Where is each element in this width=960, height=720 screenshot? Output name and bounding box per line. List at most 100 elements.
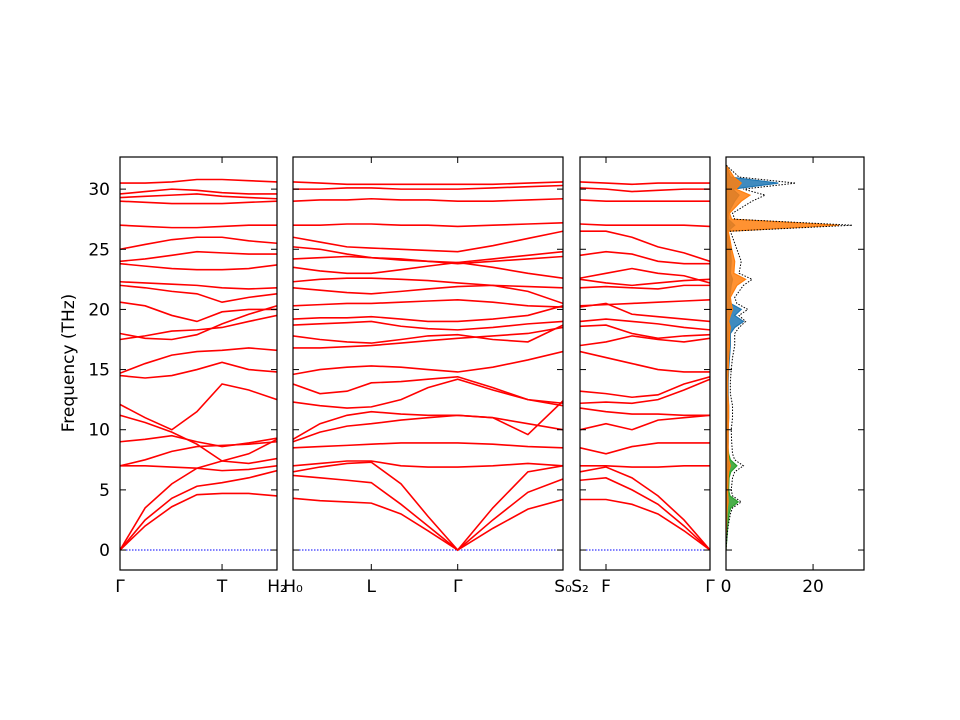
band [120, 284, 277, 304]
band [580, 187, 710, 193]
band [293, 460, 563, 468]
y-axis-label: Frequency (THz) [59, 294, 79, 433]
band [120, 224, 277, 229]
band [293, 324, 563, 344]
band [580, 267, 710, 284]
band [293, 181, 563, 186]
band [580, 414, 710, 431]
band [120, 414, 277, 465]
band [120, 347, 277, 374]
band [120, 178, 277, 184]
y-tick-label: 10 [88, 421, 110, 441]
plot-area [580, 181, 710, 551]
band [580, 324, 710, 340]
band [120, 236, 277, 251]
band [293, 461, 563, 552]
band [293, 230, 563, 253]
band [293, 246, 563, 264]
band [580, 181, 710, 186]
band [580, 318, 710, 331]
band [120, 262, 277, 271]
band [120, 440, 277, 467]
band [580, 230, 710, 263]
band [580, 335, 710, 347]
x-tick-label: H₂ [267, 577, 287, 597]
band [120, 465, 277, 472]
x-tick-label: L [367, 577, 377, 597]
band [120, 305, 277, 341]
x-tick-label: Γ [705, 577, 715, 597]
band [293, 442, 563, 449]
band [580, 278, 710, 287]
x-tick-label: Γ [453, 577, 463, 597]
x-tick-label: 0 [721, 577, 732, 597]
y-tick-label: 20 [88, 300, 110, 320]
band [120, 383, 277, 431]
band [580, 199, 710, 202]
band [293, 261, 563, 279]
x-tick-label: F [601, 577, 611, 597]
x-tick-label: Γ [115, 577, 125, 597]
y-tick-label: 5 [99, 481, 110, 501]
band [120, 434, 277, 448]
band [120, 280, 277, 290]
y-tick-label: 30 [88, 180, 110, 200]
band [293, 255, 563, 265]
x-tick-label: S₂ [571, 577, 589, 597]
y-tick-label: 0 [99, 541, 110, 561]
band [120, 188, 277, 195]
frame [292, 156, 564, 571]
band [293, 474, 563, 552]
band [293, 184, 563, 190]
band [120, 361, 277, 379]
frame [579, 156, 711, 571]
frame [119, 156, 278, 571]
band [120, 250, 277, 263]
band [580, 302, 710, 323]
x-tick-label: T [216, 577, 228, 597]
band [580, 376, 710, 399]
x-tick-label: H₀ [283, 577, 303, 597]
band [580, 284, 710, 290]
band [580, 498, 710, 551]
band [293, 298, 563, 308]
plot-area [120, 178, 277, 551]
band [293, 320, 563, 331]
band [580, 299, 710, 307]
band [580, 223, 710, 228]
dos-line [726, 164, 853, 551]
x-tick-label: 20 [802, 577, 824, 597]
band [293, 305, 563, 323]
band [580, 407, 710, 417]
dos-area [726, 165, 840, 551]
band [580, 250, 710, 265]
frame [725, 156, 865, 571]
band [293, 284, 563, 295]
band [580, 442, 710, 455]
band [580, 466, 710, 551]
y-tick-label: 25 [88, 240, 110, 260]
x-tick-label: S₀ [554, 577, 572, 597]
band [120, 200, 277, 205]
band [293, 277, 563, 305]
band [120, 301, 277, 323]
plot-area [293, 181, 563, 552]
band [580, 477, 710, 551]
band [580, 350, 710, 373]
band [293, 197, 563, 202]
band [293, 378, 563, 409]
band [120, 469, 277, 551]
band [293, 350, 563, 376]
band [120, 193, 277, 200]
y-tick-label: 15 [88, 361, 110, 381]
band [580, 378, 710, 405]
band [120, 492, 277, 551]
band [293, 326, 563, 349]
band [293, 375, 563, 405]
band [120, 314, 277, 341]
band [293, 497, 563, 551]
band [293, 400, 563, 441]
plot-area [726, 164, 853, 551]
band [293, 414, 563, 443]
